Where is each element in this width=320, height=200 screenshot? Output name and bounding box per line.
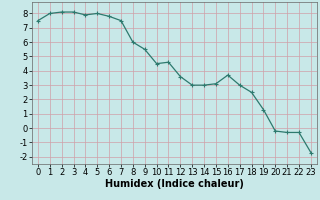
X-axis label: Humidex (Indice chaleur): Humidex (Indice chaleur) [105, 179, 244, 189]
